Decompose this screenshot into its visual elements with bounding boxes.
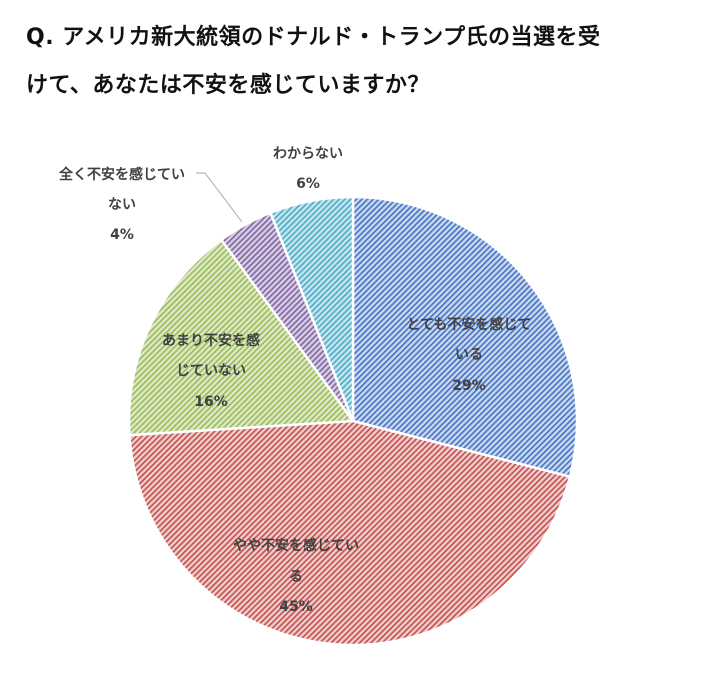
- svg-text:16%: 16%: [194, 394, 228, 410]
- svg-text:る: る: [289, 569, 303, 585]
- label-not-at-all-anxious: 全く不安を感じてい ない 4%: [58, 166, 185, 243]
- title-line-1: Q. アメリカ新大統領のドナルド・トランプ氏の当選を受: [26, 25, 601, 50]
- slice-somewhat-anxious: [128, 419, 572, 647]
- label-very-anxious: とても不安を感じて いる 29%: [407, 316, 532, 394]
- svg-text:わからない: わからない: [273, 146, 343, 162]
- svg-text:いる: いる: [455, 347, 483, 363]
- svg-text:4%: 4%: [110, 227, 134, 243]
- label-dont-know: わからない 6%: [273, 146, 343, 192]
- slice-very-anxious: [351, 195, 579, 478]
- svg-text:あまり不安を感: あまり不安を感: [162, 332, 260, 349]
- leader-line-diagonal: [204, 172, 243, 223]
- pie-slices: [127, 195, 579, 647]
- title-line-2: けて、あなたは不安を感じていますか？: [26, 73, 430, 98]
- label-somewhat-anxious: やや不安を感じてい る 45%: [233, 537, 359, 615]
- svg-text:45%: 45%: [279, 599, 313, 615]
- slice-not-very-anxious: [127, 238, 355, 437]
- question-title: Q. アメリカ新大統領のドナルド・トランプ氏の当選を受 けて、あなたは不安を感じ…: [26, 14, 706, 110]
- label-not-very-anxious: あまり不安を感 じていない 16%: [162, 332, 260, 410]
- svg-text:29%: 29%: [452, 378, 486, 394]
- slice-dont-know: [269, 195, 355, 423]
- svg-text:じていない: じていない: [176, 363, 246, 379]
- svg-text:全く不安を感じてい: 全く不安を感じてい: [58, 166, 185, 183]
- svg-text:とても不安を感じて: とても不安を感じて: [407, 316, 532, 333]
- svg-text:ない: ない: [108, 197, 136, 213]
- svg-text:やや不安を感じてい: やや不安を感じてい: [233, 537, 359, 554]
- svg-text:6%: 6%: [296, 176, 320, 192]
